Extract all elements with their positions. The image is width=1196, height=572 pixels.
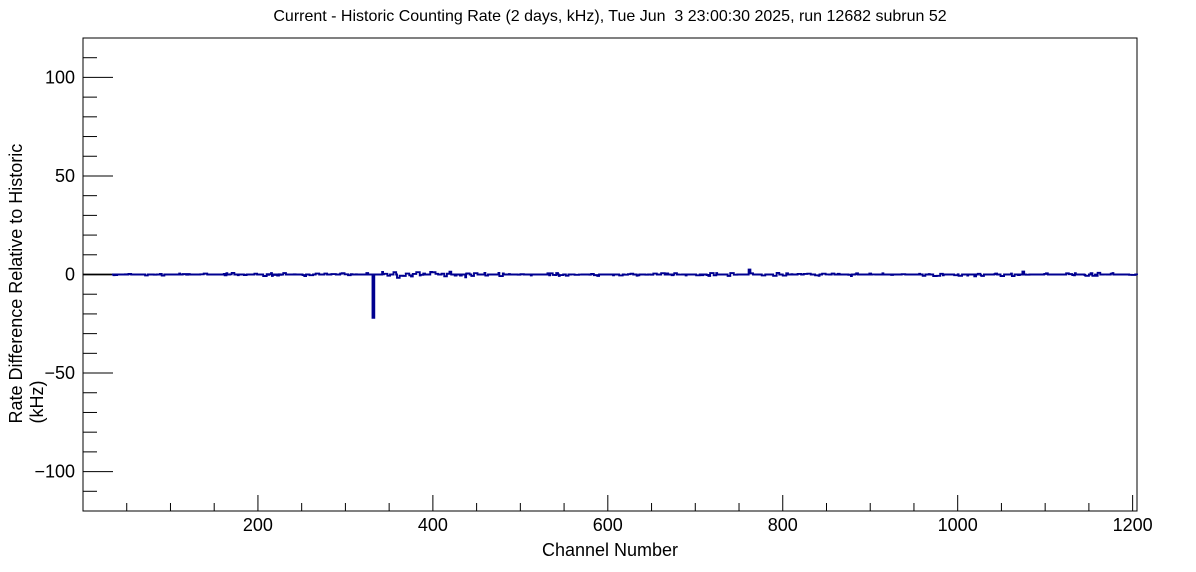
x-tick-labels: 200 400 600 800 1000 1200 [243, 515, 1153, 535]
x-tick-label: 800 [768, 515, 798, 535]
y-tick-label: 50 [55, 166, 75, 186]
y-tick-label: −100 [34, 462, 75, 482]
x-tick-label: 600 [593, 515, 623, 535]
x-tick-label: 400 [418, 515, 448, 535]
y-tick-label: 100 [45, 67, 75, 87]
y-tick-labels: −100 −50 0 50 100 [34, 67, 75, 481]
data-series [111, 268, 1138, 319]
x-tick-label: 1000 [938, 515, 978, 535]
x-axis-title: Channel Number [541, 540, 679, 560]
x-axis-ticks [126, 495, 1134, 511]
x-tick-label: 200 [243, 515, 273, 535]
y-tick-label: −50 [44, 363, 75, 383]
y-axis-ticks [83, 57, 113, 492]
x-tick-label: 1200 [1113, 515, 1153, 535]
chart-title: Current - Historic Counting Rate (2 days… [273, 8, 947, 25]
y-tick-label: 0 [65, 265, 75, 285]
